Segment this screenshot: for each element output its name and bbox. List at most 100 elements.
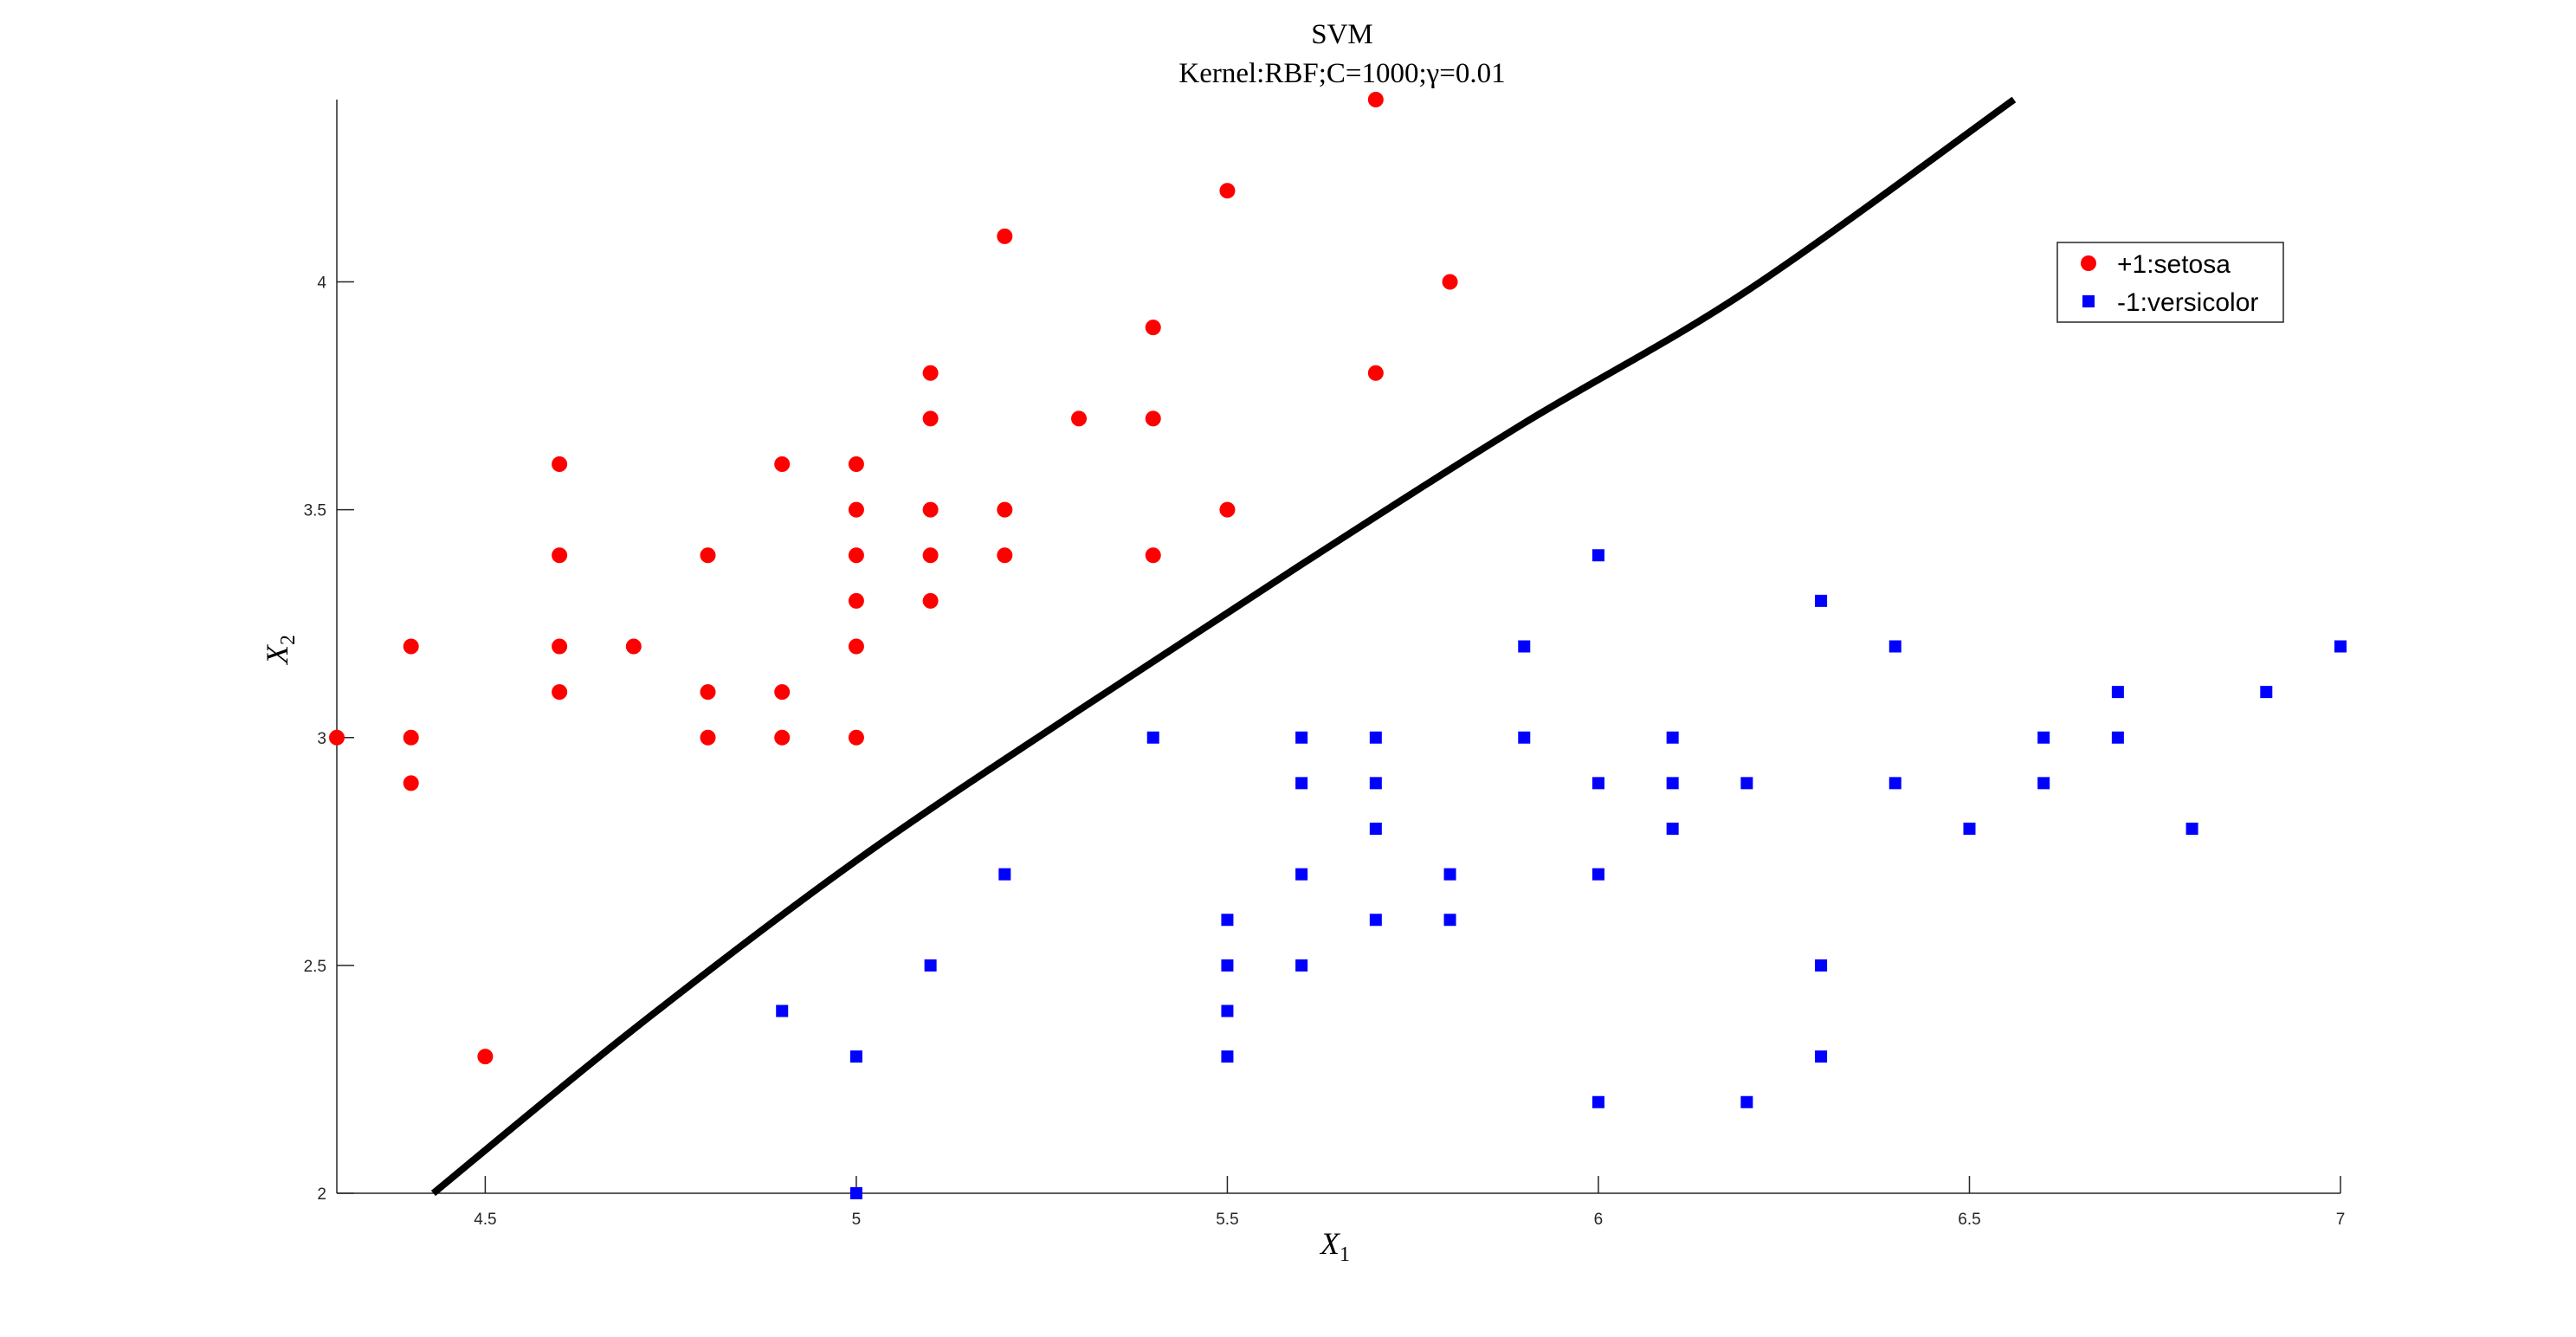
versicolor-point bbox=[1295, 959, 1308, 972]
setosa-point bbox=[922, 547, 939, 564]
versicolor-point bbox=[1740, 777, 1753, 790]
x-tick-label: 5 bbox=[852, 1211, 862, 1229]
setosa-point bbox=[848, 547, 864, 564]
versicolor-point bbox=[1815, 1050, 1828, 1063]
versicolor-point bbox=[2037, 777, 2050, 790]
setosa-point bbox=[848, 501, 864, 518]
setosa-point bbox=[848, 456, 864, 472]
setosa-point bbox=[403, 775, 419, 791]
versicolor-point bbox=[1369, 823, 1382, 835]
setosa-point bbox=[848, 638, 864, 655]
versicolor-point bbox=[2037, 731, 2050, 744]
versicolor-point bbox=[1221, 959, 1234, 972]
versicolor-point bbox=[2111, 686, 2124, 699]
setosa-point bbox=[922, 501, 939, 518]
versicolor-point bbox=[1518, 640, 1531, 653]
versicolor-point bbox=[1295, 868, 1308, 881]
legend: +1:setosa -1:versicolor bbox=[2056, 242, 2284, 323]
y-axis-label-sub: 2 bbox=[277, 635, 300, 645]
setosa-point bbox=[848, 592, 864, 609]
versicolor-point bbox=[1666, 823, 1679, 835]
versicolor-point bbox=[1295, 777, 1308, 790]
setosa-point bbox=[1145, 320, 1161, 336]
setosa-point bbox=[1442, 274, 1458, 290]
legend-box bbox=[2056, 242, 2284, 323]
setosa-point bbox=[1367, 365, 1384, 381]
y-tick-label: 2.5 bbox=[304, 958, 326, 976]
versicolor-point bbox=[1815, 594, 1828, 607]
setosa-point bbox=[848, 729, 864, 746]
versicolor-point bbox=[1443, 868, 1456, 881]
legend-marker-setosa bbox=[2081, 255, 2096, 271]
versicolor-point bbox=[1591, 1095, 1604, 1108]
versicolor-point bbox=[1295, 731, 1308, 744]
x-axis-label: X1 bbox=[1319, 1226, 1350, 1266]
setosa-point bbox=[625, 638, 642, 655]
legend-label-versicolor: -1:versicolor bbox=[2117, 288, 2258, 317]
versicolor-point bbox=[1666, 777, 1679, 790]
data-points bbox=[329, 92, 2347, 1199]
y-axis-label: X2 bbox=[260, 635, 300, 666]
setosa-point bbox=[552, 547, 568, 564]
setosa-point bbox=[997, 501, 1013, 518]
y-tick-label: 2 bbox=[317, 1185, 326, 1204]
setosa-point bbox=[922, 592, 939, 609]
versicolor-point bbox=[1963, 823, 1976, 835]
x-tick-label: 4.5 bbox=[474, 1211, 496, 1229]
setosa-point bbox=[1367, 92, 1384, 107]
setosa-point bbox=[1219, 183, 1236, 199]
versicolor-point bbox=[1221, 1050, 1234, 1063]
setosa-point bbox=[774, 456, 791, 472]
setosa-point bbox=[477, 1049, 494, 1065]
versicolor-point bbox=[849, 1050, 862, 1063]
setosa-point bbox=[700, 729, 716, 746]
versicolor-point bbox=[1221, 914, 1234, 927]
versicolor-point bbox=[849, 1187, 862, 1199]
setosa-point bbox=[552, 456, 568, 472]
versicolor-point bbox=[1815, 959, 1828, 972]
setosa-point bbox=[329, 729, 345, 746]
setosa-point bbox=[700, 684, 716, 701]
x-tick-label: 5.5 bbox=[1216, 1211, 1238, 1229]
versicolor-point bbox=[2334, 640, 2347, 653]
ticks: 4.5 5 5.5 6 6.5 7 2 2.5 3 3.5 4 bbox=[304, 275, 2346, 1230]
setosa-point bbox=[1145, 410, 1161, 427]
setosa-point bbox=[997, 228, 1013, 244]
setosa-point bbox=[403, 729, 419, 746]
versicolor-point bbox=[1666, 731, 1679, 744]
decision-boundary-line bbox=[430, 96, 2017, 1197]
versicolor-point bbox=[1740, 1095, 1753, 1108]
y-tick-label: 3.5 bbox=[304, 502, 326, 520]
versicolor-point bbox=[2260, 686, 2273, 699]
setosa-point bbox=[1071, 410, 1088, 427]
versicolor-point bbox=[2111, 731, 2124, 744]
versicolor-point bbox=[1591, 777, 1604, 790]
legend-marker-versicolor bbox=[2082, 295, 2095, 307]
versicolor-point bbox=[998, 868, 1011, 881]
setosa-point bbox=[1145, 547, 1161, 564]
chart-title: SVM bbox=[1311, 19, 1373, 50]
versicolor-point bbox=[1591, 549, 1604, 562]
y-axis-label-base: X bbox=[260, 643, 294, 666]
versicolor-point bbox=[776, 1004, 789, 1017]
versicolor-point bbox=[1146, 731, 1159, 744]
versicolor-point bbox=[1443, 914, 1456, 927]
versicolor-point bbox=[2185, 823, 2198, 835]
setosa-point bbox=[403, 638, 419, 655]
x-tick-label: 6 bbox=[1594, 1211, 1604, 1229]
versicolor-point bbox=[1888, 777, 1901, 790]
versicolor-point bbox=[1369, 731, 1382, 744]
versicolor-point bbox=[1369, 777, 1382, 790]
versicolor-point bbox=[924, 959, 937, 972]
decision-boundary bbox=[430, 96, 2017, 1197]
x-tick-label: 6.5 bbox=[1958, 1211, 1980, 1229]
versicolor-point bbox=[1591, 868, 1604, 881]
y-tick-label: 3 bbox=[317, 730, 326, 748]
setosa-point bbox=[922, 365, 939, 381]
x-axis-label-base: X bbox=[1319, 1226, 1341, 1261]
versicolor-point bbox=[1888, 640, 1901, 653]
setosa-point bbox=[1219, 501, 1236, 518]
chart-subtitle: Kernel:RBF;C=1000;γ=0.01 bbox=[1178, 58, 1505, 89]
setosa-point bbox=[997, 547, 1013, 564]
